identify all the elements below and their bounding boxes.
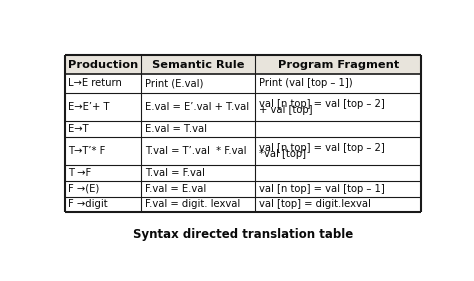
Text: E→E’+ T: E→E’+ T — [68, 102, 110, 112]
Text: + val [top]: + val [top] — [259, 105, 312, 115]
Text: Program Fragment: Program Fragment — [278, 60, 399, 69]
Text: T.val = T’.val  * F.val: T.val = T’.val * F.val — [145, 146, 246, 156]
Text: Production: Production — [68, 60, 138, 69]
Text: L→E return: L→E return — [68, 78, 122, 88]
Text: val [n top] = val [top – 2]: val [n top] = val [top – 2] — [259, 99, 385, 109]
Text: T→T’* F: T→T’* F — [68, 146, 106, 156]
Bar — [65, 55, 421, 74]
Text: F.val = E.val: F.val = E.val — [145, 184, 206, 194]
Text: val [top] = digit.lexval: val [top] = digit.lexval — [259, 200, 371, 209]
Text: T →F: T →F — [68, 168, 91, 178]
Text: val [n top] = val [top – 1]: val [n top] = val [top – 1] — [259, 184, 385, 194]
Text: E→T: E→T — [68, 124, 89, 134]
Text: val [n top] = val [top – 2]: val [n top] = val [top – 2] — [259, 143, 385, 153]
Text: Print (val [top – 1]): Print (val [top – 1]) — [259, 78, 353, 88]
Text: E.val = E’.val + T.val: E.val = E’.val + T.val — [145, 102, 249, 112]
Text: *val [top]: *val [top] — [259, 149, 306, 159]
Text: F.val = digit. lexval: F.val = digit. lexval — [145, 200, 240, 209]
Text: Syntax directed translation table: Syntax directed translation table — [133, 228, 353, 241]
Text: F →digit: F →digit — [68, 200, 108, 209]
Text: Print (E.val): Print (E.val) — [145, 78, 203, 88]
Text: T.val = F.val: T.val = F.val — [145, 168, 205, 178]
Text: Semantic Rule: Semantic Rule — [152, 60, 245, 69]
Text: E.val = T.val: E.val = T.val — [145, 124, 207, 134]
Text: F →(E): F →(E) — [68, 184, 100, 194]
